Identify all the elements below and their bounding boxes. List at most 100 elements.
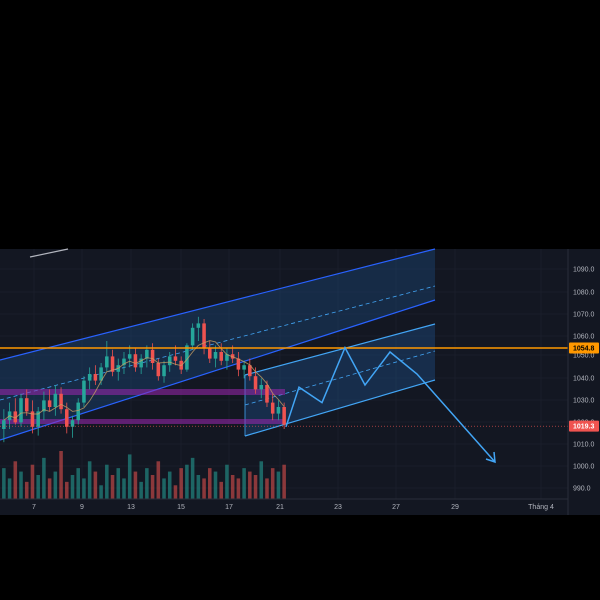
candle[interactable]	[145, 345, 149, 368]
candle[interactable]	[105, 341, 109, 372]
candle[interactable]	[219, 343, 223, 366]
volume-bar	[236, 478, 241, 499]
candle[interactable]	[213, 345, 218, 368]
time-tick-label-2: 13	[127, 504, 135, 511]
candle-body	[242, 365, 246, 370]
chart-panel	[0, 249, 600, 515]
candle-body	[208, 347, 212, 359]
candle[interactable]	[139, 354, 143, 374]
support-zones[interactable]	[0, 389, 285, 424]
volume-bar	[139, 481, 143, 499]
candle-body	[282, 407, 286, 425]
volume-bar	[150, 475, 155, 499]
candle[interactable]	[110, 349, 115, 377]
projected-channel-upper[interactable]	[244, 323, 436, 376]
candle[interactable]	[76, 398, 80, 425]
candle[interactable]	[208, 341, 212, 363]
channel-upper-line[interactable]	[0, 248, 436, 361]
volume-bar	[76, 468, 80, 499]
candle[interactable]	[82, 376, 86, 407]
candle[interactable]	[156, 358, 161, 381]
candle[interactable]	[259, 378, 264, 399]
candle-body	[42, 400, 46, 412]
candle[interactable]	[196, 316, 201, 341]
candle[interactable]	[162, 360, 166, 383]
candle-body	[167, 356, 172, 366]
candle-body	[19, 398, 23, 423]
candle-body	[145, 349, 149, 359]
volume-bar	[276, 471, 281, 499]
time-axis[interactable]: 7 9 13 15 17 21 23 27 29 Tháng 4	[32, 504, 554, 511]
projected-channel-mid[interactable]	[244, 350, 436, 406]
volume-bar	[208, 468, 212, 499]
volume-bar	[167, 471, 172, 499]
candle[interactable]	[248, 358, 252, 381]
volume-bar	[116, 468, 121, 499]
volume-bar	[145, 468, 149, 499]
drawing-line-top-left[interactable]	[29, 248, 69, 258]
candle[interactable]	[30, 400, 35, 434]
candle[interactable]	[127, 345, 132, 368]
candle-body	[276, 407, 281, 414]
price-tick-label-4: 1050.0	[573, 353, 595, 360]
candle[interactable]	[24, 389, 29, 416]
candle[interactable]	[47, 389, 52, 412]
candle[interactable]	[190, 323, 195, 350]
volume-bars	[2, 451, 286, 499]
support-zone-lower[interactable]	[0, 419, 285, 424]
current-tag-bg	[569, 420, 599, 432]
candle[interactable]	[19, 393, 23, 427]
candle-body	[150, 349, 155, 363]
candle[interactable]	[225, 347, 229, 370]
volume-bar	[127, 454, 132, 499]
candle[interactable]	[276, 400, 281, 421]
volume-bar	[19, 471, 23, 499]
candle[interactable]	[13, 398, 18, 425]
candle-body	[110, 356, 115, 372]
candle[interactable]	[242, 360, 246, 379]
candle[interactable]	[59, 387, 63, 414]
candle-body	[82, 380, 86, 403]
volume-bar	[270, 468, 275, 499]
candle[interactable]	[87, 367, 92, 390]
candle[interactable]	[122, 352, 126, 374]
candle[interactable]	[236, 352, 241, 377]
volume-bar	[82, 478, 86, 499]
price-tick-label-1: 1080.0	[573, 290, 595, 297]
candle-body	[156, 363, 161, 377]
candle-body	[219, 352, 223, 361]
candle[interactable]	[2, 409, 6, 443]
candle[interactable]	[282, 402, 286, 429]
candle-body	[196, 323, 201, 328]
candle-body	[202, 323, 206, 348]
projected-channel-lower[interactable]	[244, 379, 436, 437]
candle-body	[259, 385, 264, 390]
volume-bar	[196, 475, 201, 499]
channel-mid-line[interactable]	[0, 285, 436, 401]
moving-average-line[interactable]	[3, 340, 285, 421]
candle[interactable]	[93, 365, 98, 385]
candle[interactable]	[133, 347, 138, 372]
support-zone-upper[interactable]	[0, 389, 285, 395]
candle[interactable]	[270, 393, 275, 421]
volume-bar	[87, 461, 92, 499]
candle[interactable]	[265, 380, 269, 407]
projection-path[interactable]	[285, 345, 496, 463]
candle[interactable]	[70, 415, 75, 438]
current-tag-label: 1019.3	[573, 424, 595, 431]
volume-bar	[36, 475, 40, 499]
volume-bar	[65, 481, 69, 499]
volume-bar	[265, 478, 269, 499]
volume-bar	[110, 475, 115, 499]
volume-bar	[213, 471, 218, 499]
candle-body	[190, 327, 195, 346]
volume-bar	[13, 461, 18, 499]
candle[interactable]	[53, 385, 58, 416]
candle-body	[213, 352, 218, 359]
candle-body	[30, 411, 35, 427]
volume-bar	[59, 451, 63, 499]
candle[interactable]	[36, 407, 40, 436]
volume-bar	[105, 464, 109, 499]
candle[interactable]	[42, 391, 46, 421]
